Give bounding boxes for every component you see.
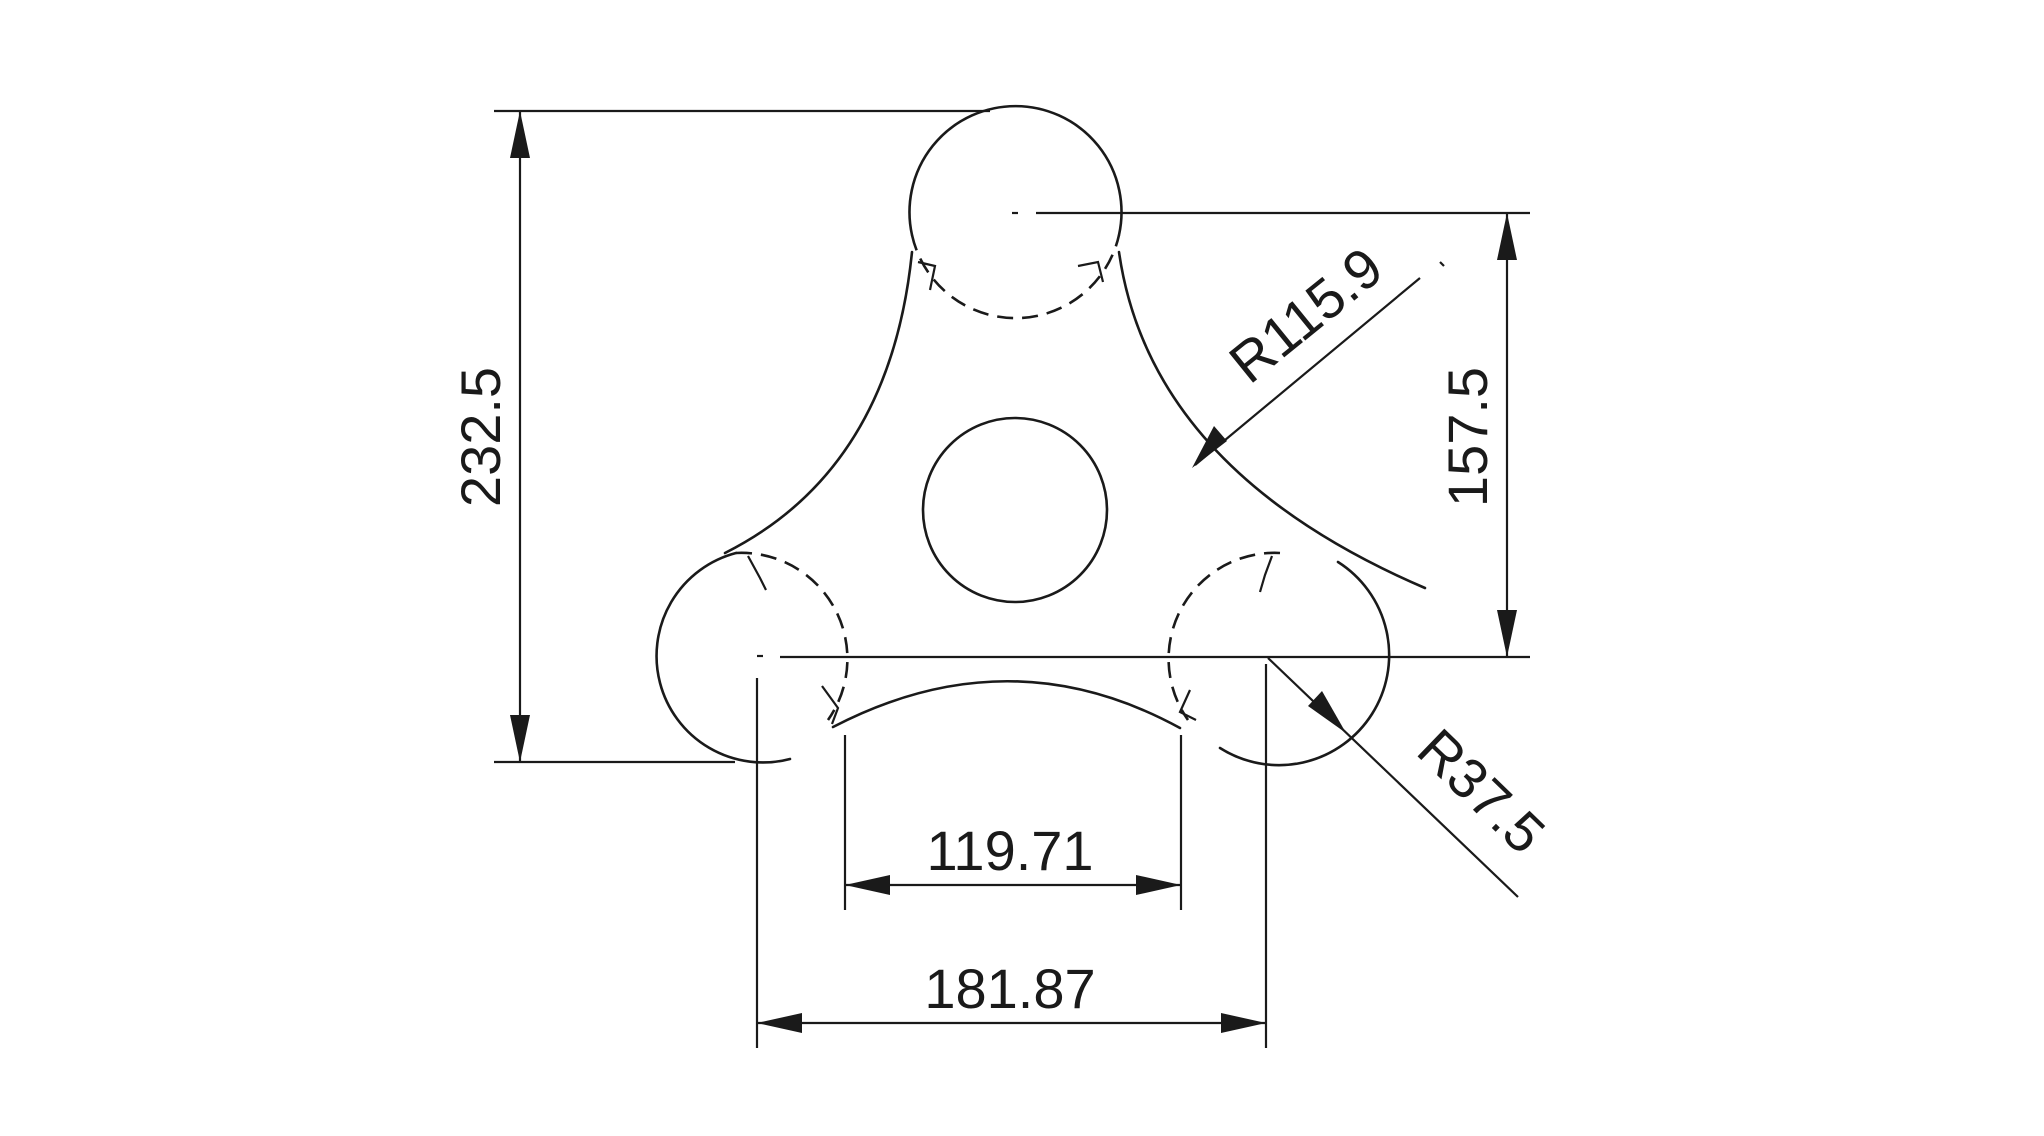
top-lobe-arc [908,104,1123,237]
tick-marks [747,260,1274,725]
left-lobe-arc [655,551,792,764]
left-hidden-arc [735,551,849,721]
lobe-radius-label: R37.5 [1406,716,1557,865]
overall-height-label: 232.5 [449,367,512,507]
center-hole [921,416,1109,604]
left-concave-arc [723,250,914,555]
right-lobe-arc [1218,560,1391,767]
bottom-concave-arc [831,679,1182,730]
dimension-arc-radius: R115.9 [1192,235,1421,468]
dimension-inner-width: 119.71 [845,819,1181,895]
dimension-outer-width: 181.87 [757,957,1266,1033]
right-hidden-arc [1167,551,1281,721]
dimension-lobe-radius: R37.5 [1267,657,1557,898]
center-height-label: 157.5 [1436,367,1499,507]
arc-radius-label: R115.9 [1217,235,1394,395]
inner-width-label: 119.71 [926,819,1093,882]
top-hidden-arc [910,234,1121,320]
extension-lines [494,109,1530,1048]
outer-width-label: 181.87 [924,957,1095,1020]
part-outline [655,104,1427,767]
dimension-overall-height: 232.5 [449,111,530,762]
dimension-center-height: 157.5 [1436,213,1517,657]
center-marks [757,211,1445,658]
hidden-circles [735,234,1281,725]
